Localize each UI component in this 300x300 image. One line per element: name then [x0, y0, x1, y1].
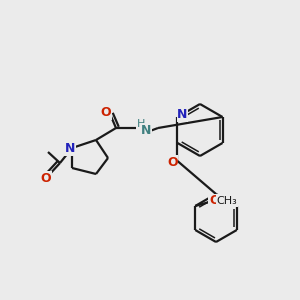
Text: O: O	[167, 155, 178, 169]
Text: O: O	[101, 106, 111, 119]
Text: N: N	[141, 124, 151, 136]
Text: O: O	[41, 172, 51, 184]
Text: N: N	[65, 142, 75, 155]
Text: H: H	[137, 119, 145, 129]
Text: O: O	[209, 194, 220, 208]
Text: CH₃: CH₃	[217, 196, 238, 206]
Text: N: N	[177, 109, 188, 122]
